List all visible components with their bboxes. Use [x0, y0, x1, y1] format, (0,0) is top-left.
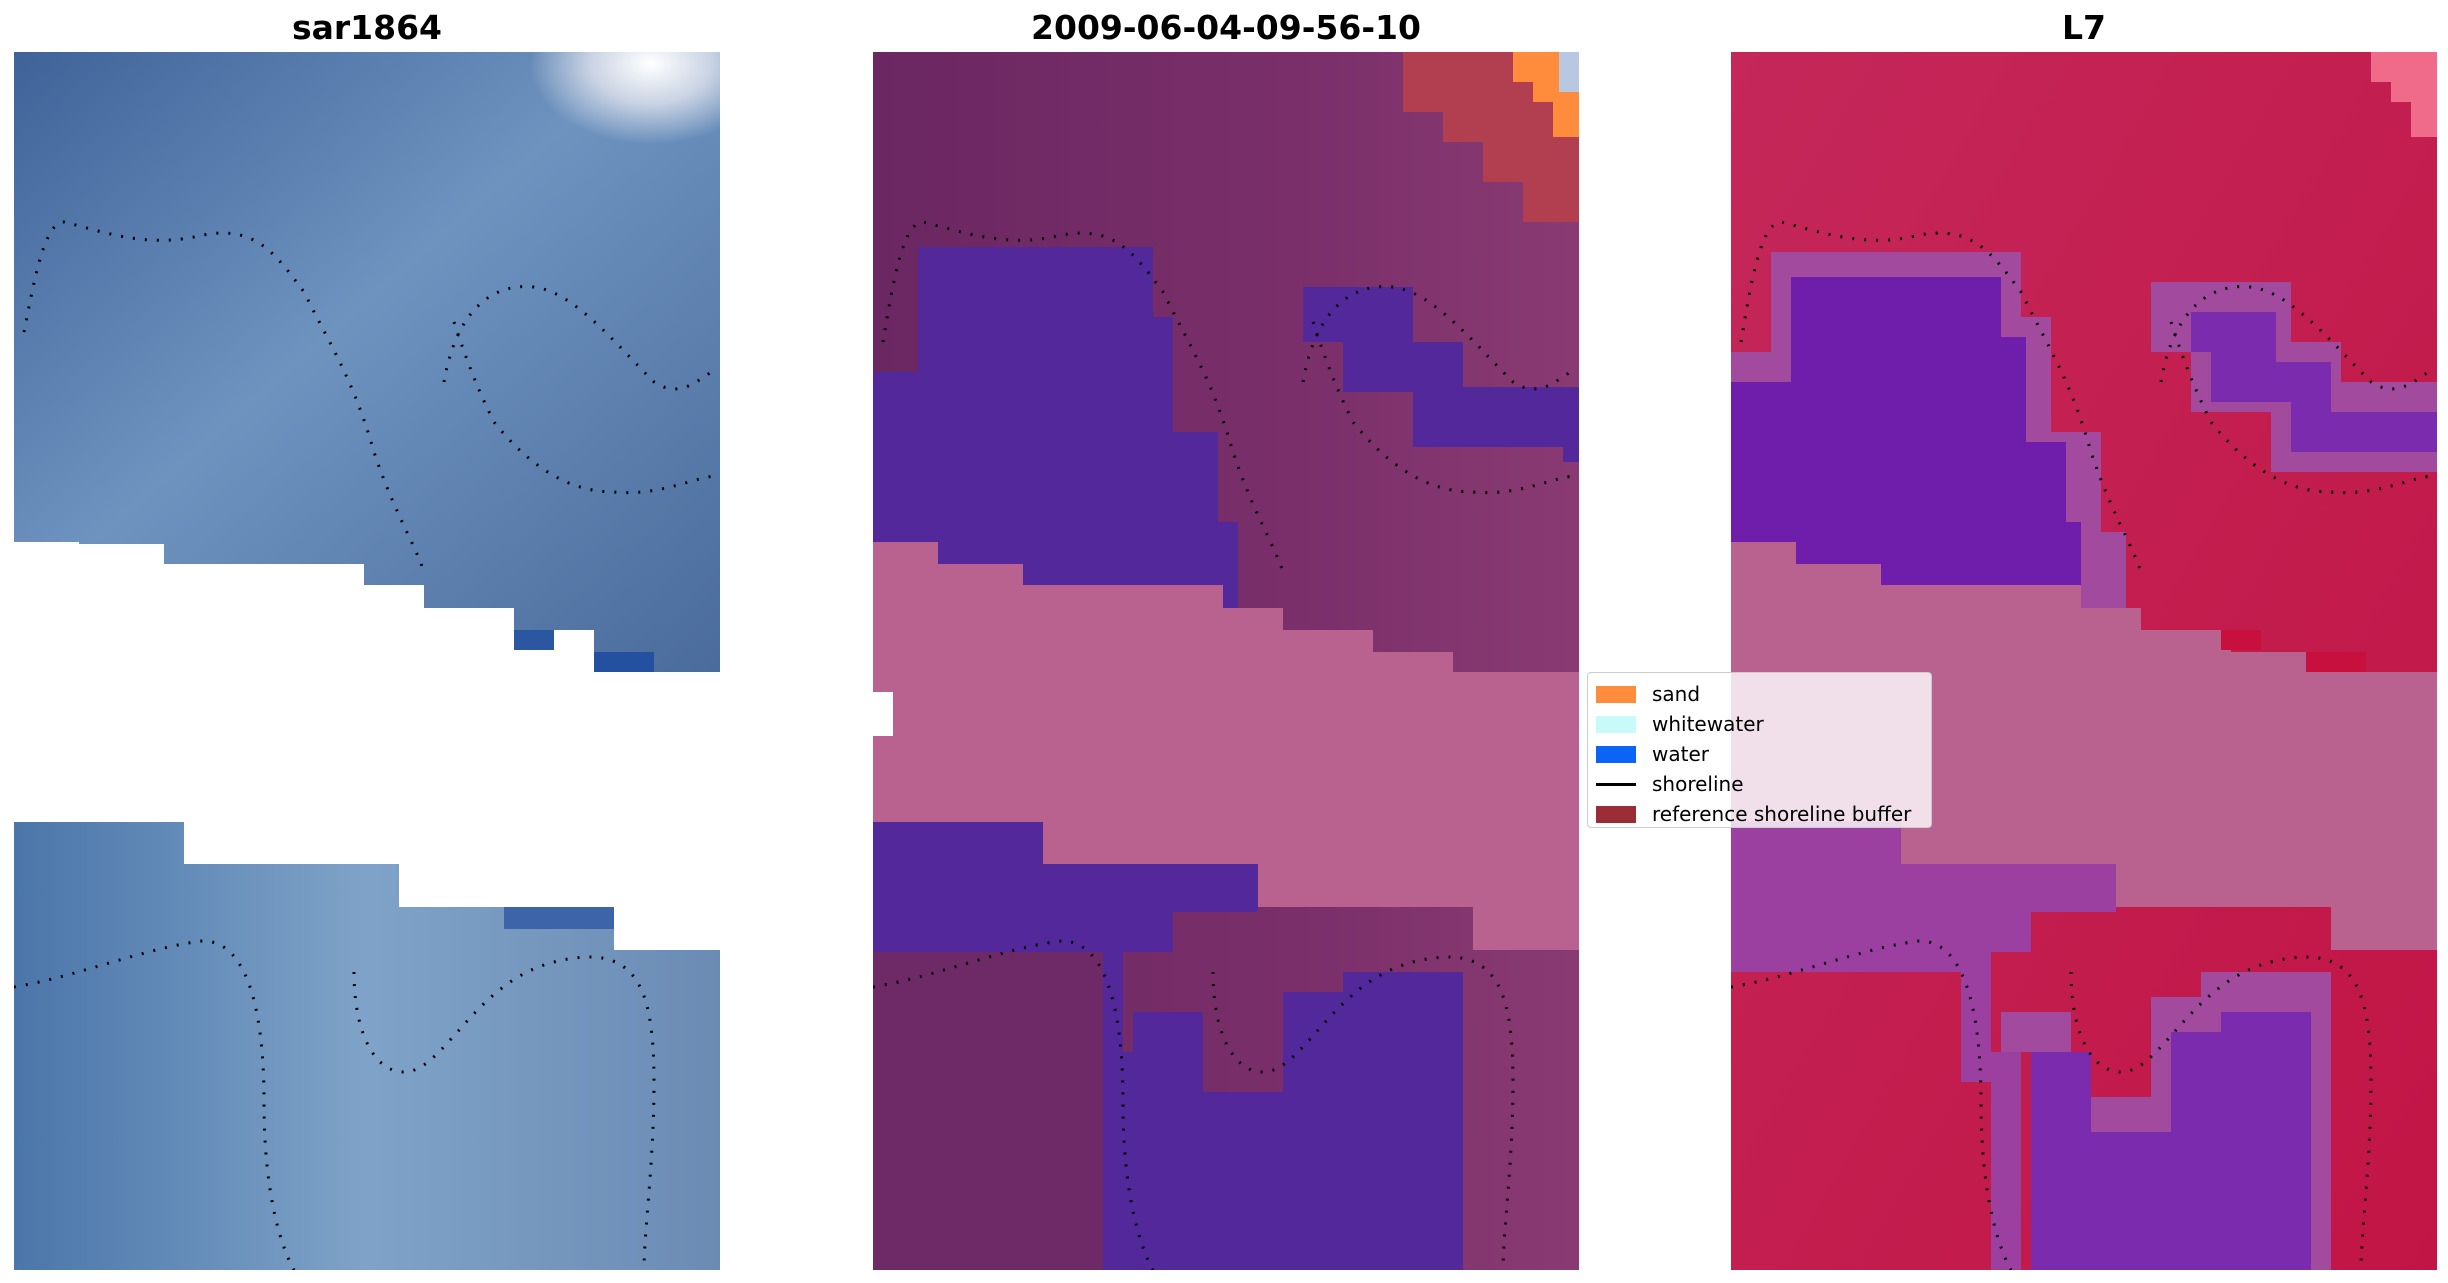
legend-item-reference-buffer: reference shoreline buffer — [1596, 799, 1923, 829]
class-nodata — [873, 692, 893, 736]
classified-image — [873, 52, 1579, 1270]
class-water-upper-right — [1303, 287, 1579, 462]
index-dark-pixel — [2306, 652, 2366, 672]
buffer-swatch — [1596, 805, 1636, 823]
legend-label: shoreline — [1652, 772, 1744, 796]
legend: sand whitewater water shoreline referenc… — [1587, 672, 1932, 828]
index-halo-lower-left — [1731, 822, 2116, 1270]
class-shorelines — [873, 220, 1579, 1270]
rgb-water-lower — [14, 822, 720, 1270]
legend-label: water — [1652, 742, 1709, 766]
legend-item-water: water — [1596, 739, 1923, 769]
rgb-dark-pixel — [514, 630, 554, 650]
index-image — [1731, 52, 2437, 1270]
class-water-upper-left — [873, 247, 1238, 612]
index-shorelines — [1731, 220, 2437, 1270]
rgb-shorelines — [14, 220, 720, 1270]
index-buffer-band — [1731, 542, 2437, 950]
rgb-dark-pixel — [594, 652, 654, 672]
shoreline-line-swatch — [1596, 782, 1636, 786]
class-land-lower-left — [873, 952, 1103, 1270]
legend-label: whitewater — [1652, 712, 1764, 736]
panel-title-rgb: sar1864 — [291, 8, 443, 47]
index-low-lower-right — [2031, 1012, 2311, 1270]
index-low-upper-right — [2191, 312, 2437, 452]
rgb-whitewater — [374, 52, 720, 282]
legend-item-shoreline: shoreline — [1596, 769, 1923, 799]
whitewater-swatch — [1596, 715, 1636, 733]
class-water-lower-right — [1133, 972, 1463, 1270]
class-whitewater — [1559, 52, 1579, 92]
panel-title-classified: 2009-06-04-09-56-10 — [1031, 8, 1421, 47]
index-low-upper-left — [1731, 277, 2081, 612]
rgb-dark-pixel — [504, 907, 614, 929]
legend-label: reference shoreline buffer — [1652, 802, 1912, 826]
rgb-image — [14, 52, 720, 1270]
class-buffer-band — [873, 542, 1579, 950]
panel-title-index: L7 — [2062, 8, 2106, 47]
legend-item-sand: sand — [1596, 679, 1923, 709]
index-image-panel — [1731, 52, 2437, 1270]
index-corner-highlight — [2371, 52, 2437, 137]
rgb-image-panel — [14, 52, 720, 1270]
legend-label: sand — [1652, 682, 1701, 706]
water-swatch — [1596, 745, 1636, 763]
index-dark-pixel — [2221, 630, 2261, 650]
sand-swatch — [1596, 685, 1636, 703]
classified-image-panel — [873, 52, 1579, 1270]
legend-item-whitewater: whitewater — [1596, 709, 1923, 739]
